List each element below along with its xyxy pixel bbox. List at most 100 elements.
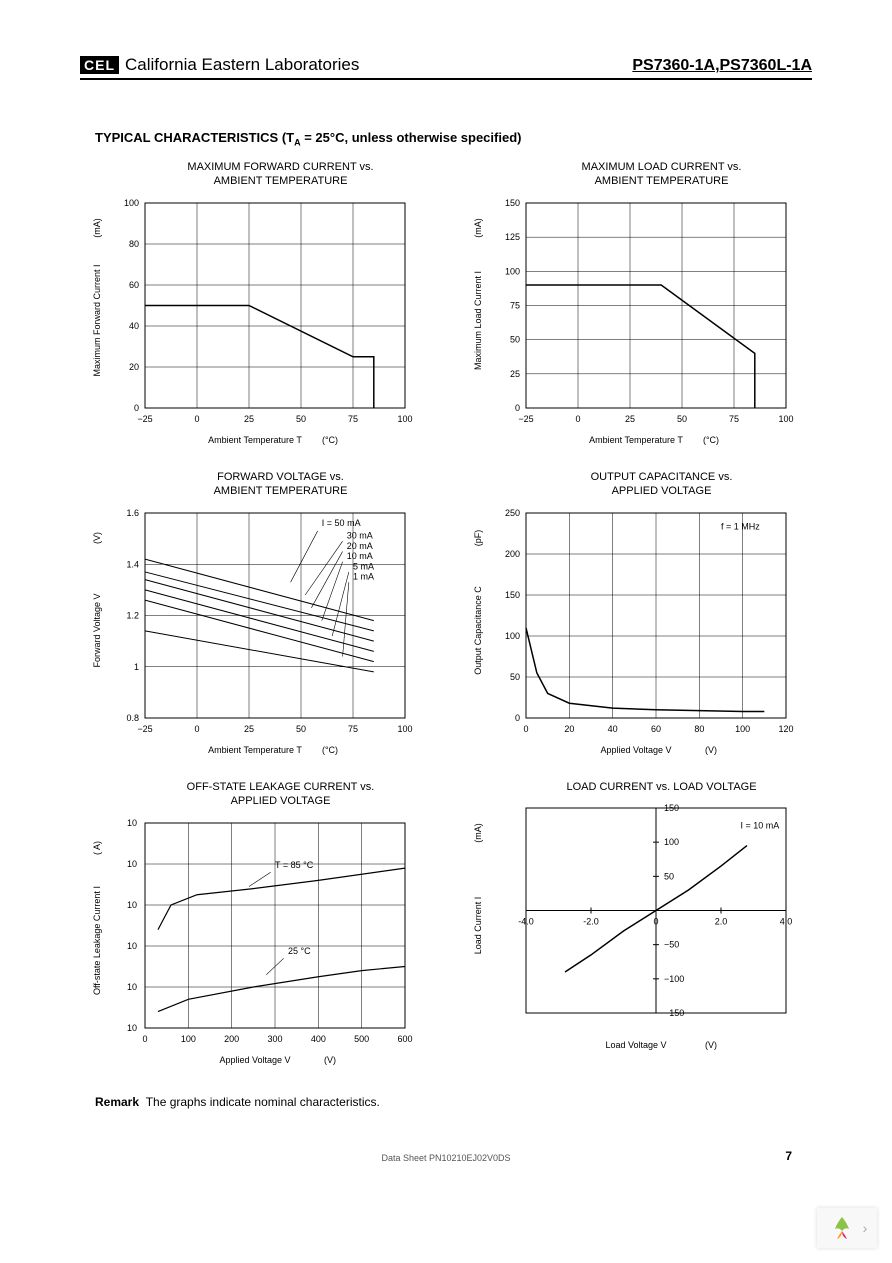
chart-5: OFF-STATE LEAKAGE CURRENT vs.APPLIED VOL… <box>80 780 431 1080</box>
svg-text:1 mA: 1 mA <box>353 571 374 581</box>
svg-text:25: 25 <box>244 414 254 424</box>
svg-text:Applied Voltage V: Applied Voltage V <box>600 745 671 755</box>
svg-text:0: 0 <box>142 1034 147 1044</box>
chart-1: MAXIMUM FORWARD CURRENT vs.AMBIENT TEMPE… <box>80 160 431 460</box>
chart-2-title: MAXIMUM LOAD CURRENT vs.AMBIENT TEMPERAT… <box>511 160 812 189</box>
svg-text:Load Voltage V: Load Voltage V <box>605 1040 666 1050</box>
page-number: 7 <box>785 1149 792 1163</box>
svg-text:120: 120 <box>778 724 793 734</box>
svg-text:600: 600 <box>397 1034 412 1044</box>
svg-text:25: 25 <box>510 368 520 378</box>
svg-text:10: 10 <box>127 982 137 992</box>
svg-text:T = 85 °C: T = 85 °C <box>275 860 314 870</box>
svg-text:75: 75 <box>348 414 358 424</box>
svg-text:10: 10 <box>127 900 137 910</box>
company-name: California Eastern Laboratories <box>125 55 359 75</box>
chart-1-svg: −250255075100020406080100Ambient Tempera… <box>80 193 420 453</box>
chart-4-svg: 020406080100120050100150200250Applied Vo… <box>461 503 801 763</box>
remark-text: The graphs indicate nominal characterist… <box>146 1095 380 1109</box>
svg-text:( A): ( A) <box>92 841 102 855</box>
svg-text:10: 10 <box>127 941 137 951</box>
svg-text:250: 250 <box>505 508 520 518</box>
svg-text:f = 1 MHz: f = 1 MHz <box>721 521 760 531</box>
svg-text:100: 100 <box>397 414 412 424</box>
svg-text:75: 75 <box>729 414 739 424</box>
chart-5-svg: 0100200300400500600101010101010Applied V… <box>80 813 420 1073</box>
header: CEL California Eastern Laboratories PS73… <box>80 55 812 80</box>
svg-text:25 °C: 25 °C <box>288 946 311 956</box>
svg-text:I = 10 mA: I = 10 mA <box>741 821 780 831</box>
svg-text:Off-state Leakage Current I: Off-state Leakage Current I <box>92 886 102 995</box>
svg-text:1.2: 1.2 <box>126 610 139 620</box>
svg-text:0: 0 <box>575 414 580 424</box>
section-title-suffix: = 25°C, unless otherwise specified) <box>301 130 522 145</box>
svg-text:0: 0 <box>523 724 528 734</box>
logo: CEL California Eastern Laboratories <box>80 55 359 75</box>
chart-4-title: OUTPUT CAPACITANCE vs.APPLIED VOLTAGE <box>511 470 812 499</box>
chart-3: FORWARD VOLTAGE vs.AMBIENT TEMPERATURE −… <box>80 470 431 770</box>
svg-text:(mA): (mA) <box>473 824 483 844</box>
svg-text:20: 20 <box>564 724 574 734</box>
svg-text:125: 125 <box>505 232 520 242</box>
chart-2-svg: −2502550751000255075100125150Ambient Tem… <box>461 193 801 453</box>
svg-text:10 mA: 10 mA <box>347 551 373 561</box>
svg-text:-4.0: -4.0 <box>518 917 534 927</box>
svg-text:Ambient Temperature T: Ambient Temperature T <box>208 435 302 445</box>
svg-text:1.4: 1.4 <box>126 559 139 569</box>
svg-text:150: 150 <box>505 198 520 208</box>
svg-text:40: 40 <box>129 321 139 331</box>
svg-text:30 mA: 30 mA <box>347 530 373 540</box>
svg-text:1: 1 <box>134 661 139 671</box>
svg-text:100: 100 <box>505 266 520 276</box>
svg-text:100: 100 <box>735 724 750 734</box>
svg-text:2.0: 2.0 <box>715 917 728 927</box>
part-numbers: PS7360-1A,PS7360L-1A <box>632 57 812 75</box>
svg-text:50: 50 <box>510 334 520 344</box>
chart-1-title: MAXIMUM FORWARD CURRENT vs.AMBIENT TEMPE… <box>130 160 431 189</box>
svg-text:−150: −150 <box>664 1008 684 1018</box>
svg-text:(V): (V) <box>705 1040 717 1050</box>
svg-text:75: 75 <box>348 724 358 734</box>
svg-text:Ambient Temperature T: Ambient Temperature T <box>208 745 302 755</box>
svg-text:−100: −100 <box>664 974 684 984</box>
remark-label: Remark <box>95 1095 139 1109</box>
svg-text:−25: −25 <box>518 414 533 424</box>
svg-text:300: 300 <box>267 1034 282 1044</box>
svg-text:20 mA: 20 mA <box>347 540 373 550</box>
svg-text:4.0: 4.0 <box>780 917 793 927</box>
svg-text:50: 50 <box>510 672 520 682</box>
svg-text:Ambient Temperature T: Ambient Temperature T <box>589 435 683 445</box>
svg-text:10: 10 <box>127 818 137 828</box>
svg-text:400: 400 <box>311 1034 326 1044</box>
svg-text:-2.0: -2.0 <box>583 917 599 927</box>
svg-text:0: 0 <box>515 713 520 723</box>
chart-3-svg: −2502550751000.811.21.41.6Ambient Temper… <box>80 503 420 763</box>
svg-text:(°C): (°C) <box>322 435 338 445</box>
svg-text:(V): (V) <box>324 1055 336 1065</box>
charts-grid: MAXIMUM FORWARD CURRENT vs.AMBIENT TEMPE… <box>80 160 812 1080</box>
svg-text:0: 0 <box>515 403 520 413</box>
svg-text:10: 10 <box>127 859 137 869</box>
svg-text:100: 100 <box>664 837 679 847</box>
svg-text:20: 20 <box>129 362 139 372</box>
svg-text:0: 0 <box>653 917 658 927</box>
svg-text:60: 60 <box>129 280 139 290</box>
svg-text:I = 50 mA: I = 50 mA <box>322 517 361 527</box>
svg-text:500: 500 <box>354 1034 369 1044</box>
svg-text:150: 150 <box>664 803 679 813</box>
svg-text:50: 50 <box>664 872 674 882</box>
svg-text:Maximum Load Current I: Maximum Load Current I <box>473 271 483 370</box>
svg-text:40: 40 <box>608 724 618 734</box>
svg-text:Applied Voltage V: Applied Voltage V <box>219 1055 290 1065</box>
svg-text:(°C): (°C) <box>322 745 338 755</box>
logo-badge: CEL <box>80 56 119 74</box>
chart-2: MAXIMUM LOAD CURRENT vs.AMBIENT TEMPERAT… <box>461 160 812 460</box>
svg-text:100: 100 <box>778 414 793 424</box>
corner-widget-icon[interactable]: › <box>817 1208 877 1248</box>
svg-text:1.6: 1.6 <box>126 508 139 518</box>
svg-text:0: 0 <box>134 403 139 413</box>
svg-text:Maximum Forward Current I: Maximum Forward Current I <box>92 264 102 376</box>
chart-3-title: FORWARD VOLTAGE vs.AMBIENT TEMPERATURE <box>130 470 431 499</box>
chart-5-title: OFF-STATE LEAKAGE CURRENT vs.APPLIED VOL… <box>130 780 431 809</box>
svg-text:Output Capacitance C: Output Capacitance C <box>473 585 483 674</box>
